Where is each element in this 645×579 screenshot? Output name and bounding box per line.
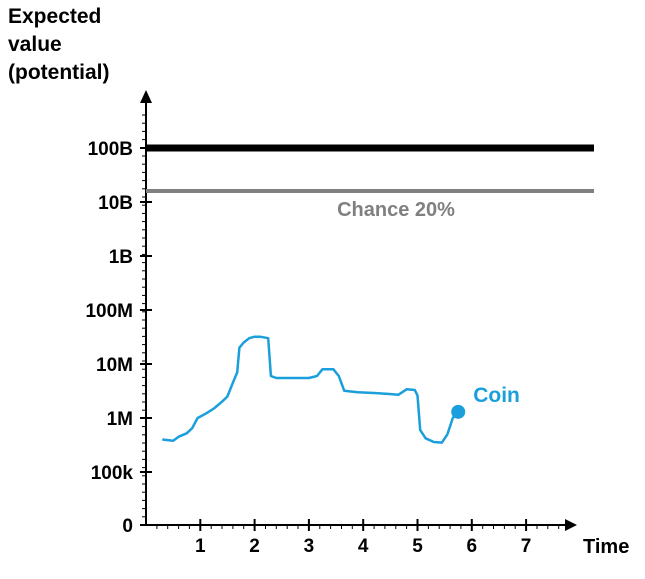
y-tick-label: 1B xyxy=(109,247,133,268)
y-tick-label: 100k xyxy=(91,463,134,484)
reference-line-label: Chance 20% xyxy=(337,199,455,221)
series-line xyxy=(162,335,460,444)
y-tick-label: 100B xyxy=(88,139,133,160)
x-tick-label: 3 xyxy=(304,536,315,557)
y-axis-arrow xyxy=(140,90,152,103)
y-axis-title-line-2: value xyxy=(8,33,62,56)
y-tick-label: 10B xyxy=(98,193,133,214)
x-tick-label: 4 xyxy=(358,536,369,557)
y-minor-ticks xyxy=(142,114,146,526)
y-tick-label: 10M xyxy=(96,355,133,376)
y-tick-label: 100M xyxy=(85,301,133,322)
y-tick-label: 0 xyxy=(122,516,133,537)
y-tick-labels: 0 100k 1M 10M 100M 1B 10B 100B xyxy=(85,139,152,537)
x-tick-labels: 1 2 3 4 5 6 7 xyxy=(195,519,531,557)
x-tick-label: 2 xyxy=(249,536,260,557)
x-tick-label: 5 xyxy=(412,536,423,557)
y-tick-label: 1M xyxy=(107,409,133,430)
series-label: Coin xyxy=(473,384,520,407)
y-axis-title-line-1: Expected xyxy=(8,5,101,28)
reference-lines: Chance 20% xyxy=(146,144,594,221)
y-axis-title-line-3: (potential) xyxy=(8,61,109,84)
x-tick-label: 1 xyxy=(195,536,206,557)
x-axis-arrow xyxy=(565,519,577,531)
series-layer: Coin xyxy=(162,335,520,444)
x-tick-label: 6 xyxy=(467,536,478,557)
x-tick-label: 7 xyxy=(521,536,532,557)
series-end-marker xyxy=(451,404,466,419)
x-axis-title: Time xyxy=(583,536,629,558)
